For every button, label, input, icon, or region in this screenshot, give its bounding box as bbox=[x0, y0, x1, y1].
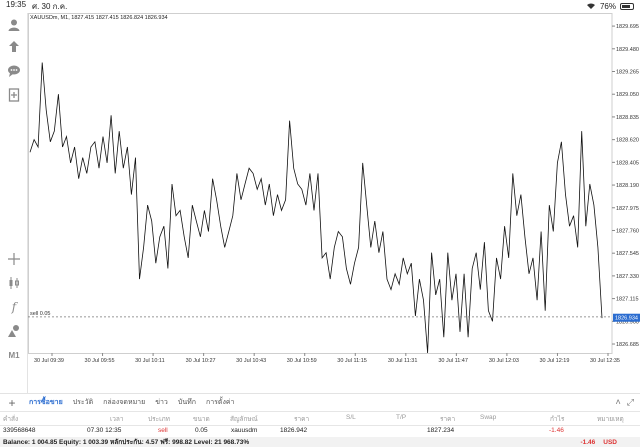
position-symbol: xauusdm bbox=[231, 427, 258, 434]
tab-journal[interactable]: บันทึก bbox=[177, 399, 196, 406]
x-tick-label: 30 Jul 10:27 bbox=[186, 358, 216, 364]
col-order: คำสั่ง bbox=[3, 416, 19, 423]
y-tick-label: 1829.265 bbox=[616, 70, 639, 76]
x-tick-label: 30 Jul 11:15 bbox=[337, 358, 367, 364]
col-time: เวลา bbox=[110, 416, 124, 423]
position-profit: -1.46 bbox=[549, 427, 564, 434]
y-tick-label: 1827.330 bbox=[616, 274, 639, 280]
position-type: sell bbox=[158, 427, 168, 434]
account-summary: Balance: 1 004.85 Equity: 1 003.39 หลักป… bbox=[0, 437, 640, 447]
x-tick-label: 30 Jul 11:31 bbox=[388, 358, 418, 364]
left-toolbar: f M1 bbox=[0, 13, 28, 393]
col-comment: หมายเหตุ bbox=[597, 416, 624, 423]
upload-icon[interactable] bbox=[3, 37, 25, 57]
current-price-label: 1826.934 bbox=[615, 316, 638, 322]
tab-history[interactable]: ประวัติ bbox=[72, 399, 94, 406]
plot-frame bbox=[28, 13, 613, 354]
position-volume: 0.05 bbox=[195, 427, 208, 434]
position-order: 339568648 bbox=[3, 427, 36, 434]
chat-icon[interactable] bbox=[3, 61, 25, 81]
col-current-price: ราคา bbox=[440, 416, 456, 423]
battery-icon bbox=[620, 3, 634, 10]
account-profit: -1.46 bbox=[580, 438, 596, 446]
y-tick-label: 1829.480 bbox=[616, 47, 639, 53]
col-profit: กำไร bbox=[550, 416, 565, 423]
y-tick-label: 1829.050 bbox=[616, 92, 639, 98]
x-tick-label: 30 Jul 09:39 bbox=[34, 358, 64, 364]
y-tick-label: 1827.545 bbox=[616, 251, 639, 257]
add-icon[interactable]: + bbox=[8, 395, 16, 410]
col-symbol: สัญลักษณ์ bbox=[230, 416, 258, 423]
position-row[interactable]: 339568648 07.30 12:35 sell 0.05 xauusdm … bbox=[0, 427, 640, 437]
col-tp: T/P bbox=[396, 414, 407, 421]
tab-trade[interactable]: การซื้อขาย bbox=[29, 399, 63, 406]
wifi-icon bbox=[586, 2, 596, 12]
maximize-icon[interactable]: ⤢ bbox=[626, 397, 634, 407]
sell-level-label: sell 0.05 bbox=[30, 311, 51, 317]
y-tick-label: 1828.405 bbox=[616, 160, 639, 166]
x-tick-label: 30 Jul 11:47 bbox=[438, 358, 468, 364]
x-tick-label: 30 Jul 12:19 bbox=[539, 358, 569, 364]
tab-news[interactable]: ข่าว bbox=[155, 399, 168, 406]
y-tick-label: 1828.835 bbox=[616, 115, 639, 121]
objects-icon[interactable] bbox=[3, 321, 25, 341]
x-tick-label: 30 Jul 10:43 bbox=[236, 358, 266, 364]
y-tick-label: 1828.190 bbox=[616, 183, 639, 189]
position-current-price: 1827.234 bbox=[427, 427, 455, 434]
price-series-line bbox=[29, 62, 603, 354]
y-tick-label: 1827.760 bbox=[616, 228, 639, 234]
account-summary-text: Balance: 1 004.85 Equity: 1 003.39 หลักป… bbox=[3, 439, 250, 446]
y-tick-label: 1827.975 bbox=[616, 206, 639, 212]
symbol-info: XAUUSDm, M1, 1827.415 1827.415 1826.824 … bbox=[30, 15, 168, 21]
crosshair-icon[interactable] bbox=[3, 249, 25, 269]
x-tick-label: 30 Jul 12:35 bbox=[590, 358, 620, 364]
scroll-up-icon[interactable]: ˄ bbox=[615, 397, 621, 407]
person-icon[interactable] bbox=[3, 15, 25, 35]
status-bar: 19:35 ศ. 30 ก.ค. 76% bbox=[0, 0, 640, 13]
y-tick-label: 1829.695 bbox=[616, 24, 639, 30]
col-volume: ขนาด bbox=[193, 416, 210, 423]
position-time: 07.30 12:35 bbox=[87, 427, 122, 434]
function-icon[interactable]: f bbox=[11, 300, 17, 314]
col-swap: Swap bbox=[480, 414, 497, 421]
x-tick-label: 30 Jul 10:11 bbox=[135, 358, 165, 364]
status-time: 19:35 bbox=[6, 0, 27, 9]
y-tick-label: 1828.620 bbox=[616, 138, 639, 144]
y-tick-label: 1826.900 bbox=[616, 319, 639, 325]
position-price: 1826.942 bbox=[280, 427, 308, 434]
x-tick-label: 30 Jul 10:59 bbox=[287, 358, 317, 364]
tab-mailbox[interactable]: กล่องจดหมาย bbox=[103, 399, 146, 406]
col-sl: S/L bbox=[346, 414, 356, 421]
col-price: ราคา bbox=[294, 416, 310, 423]
x-tick-label: 30 Jul 12:03 bbox=[489, 358, 519, 364]
candles-icon[interactable] bbox=[3, 273, 25, 293]
y-tick-label: 1827.115 bbox=[616, 297, 639, 303]
tab-settings[interactable]: การตั้งค่า bbox=[205, 399, 235, 406]
battery-percent: 76% bbox=[599, 2, 616, 11]
account-currency: USD bbox=[603, 438, 617, 446]
add-document-icon[interactable] bbox=[3, 85, 25, 105]
positions-header: คำสั่ง เวลา ประเภท ขนาด สัญลักษณ์ ราคา S… bbox=[0, 414, 640, 424]
chart-svg: 1829.695 1829.480 1829.265 1829.050 1828.835… bbox=[28, 13, 640, 364]
y-tick-label: 1826.685 bbox=[616, 342, 639, 348]
current-price-tag bbox=[613, 313, 640, 322]
col-type: ประเภท bbox=[148, 416, 170, 423]
bottom-tab-bar: + การซื้อขาย ประวัติ กล่องจดหมาย ข่าว บั… bbox=[0, 393, 640, 411]
timeframe-label[interactable]: M1 bbox=[8, 350, 20, 360]
x-tick-label: 30 Jul 09:55 bbox=[85, 358, 115, 364]
price-chart[interactable]: 1829.695 1829.480 1829.265 1829.050 1828.835… bbox=[28, 13, 640, 373]
status-date: ศ. 30 ก.ค. bbox=[32, 2, 68, 11]
